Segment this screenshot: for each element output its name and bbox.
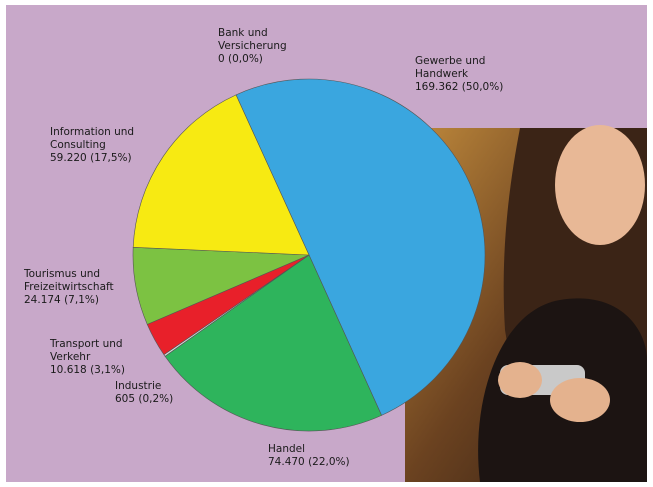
value-label: 74.470 (22,0%) [268, 456, 350, 468]
value-label: 59.220 (17,5%) [50, 152, 132, 164]
slice-label: Handel 74.470 (22,0%) [268, 443, 350, 469]
slice-label: Information und Consulting 59.220 (17,5%) [50, 126, 134, 165]
value-label: 0 (0,0%) [218, 53, 263, 65]
slice-label: Gewerbe und Handwerk 169.362 (50,0%) [415, 55, 503, 94]
slice-label: Bank und Versicherung 0 (0,0%) [218, 27, 287, 66]
slice-label: Tourismus und Freizeitwirtschaft 24.174 (… [24, 268, 114, 307]
pie-slice [164, 254, 382, 432]
value-label: 10.618 (3,1%) [50, 364, 125, 376]
value-label: 169.362 (50,0%) [415, 81, 504, 93]
value-label: 605 (0,2%) [115, 393, 174, 405]
category-label: Bank und Versicherung [218, 27, 287, 52]
slice-label: Industrie 605 (0,2%) [115, 380, 173, 406]
category-label: Information und Consulting [50, 126, 135, 151]
category-label: Tourismus und Freizeitwirtschaft [24, 268, 114, 293]
slice-label: Transport und Verkehr 10.618 (3,1%) [50, 338, 125, 377]
pie-slice [132, 94, 310, 256]
category-label: Handel [268, 443, 306, 455]
category-label: Industrie [115, 380, 162, 392]
category-label: Transport und Verkehr [50, 338, 123, 363]
pie-slice [235, 78, 486, 416]
value-label: 24.174 (7,1%) [24, 294, 99, 306]
category-label: Gewerbe und Handwerk [415, 55, 486, 80]
